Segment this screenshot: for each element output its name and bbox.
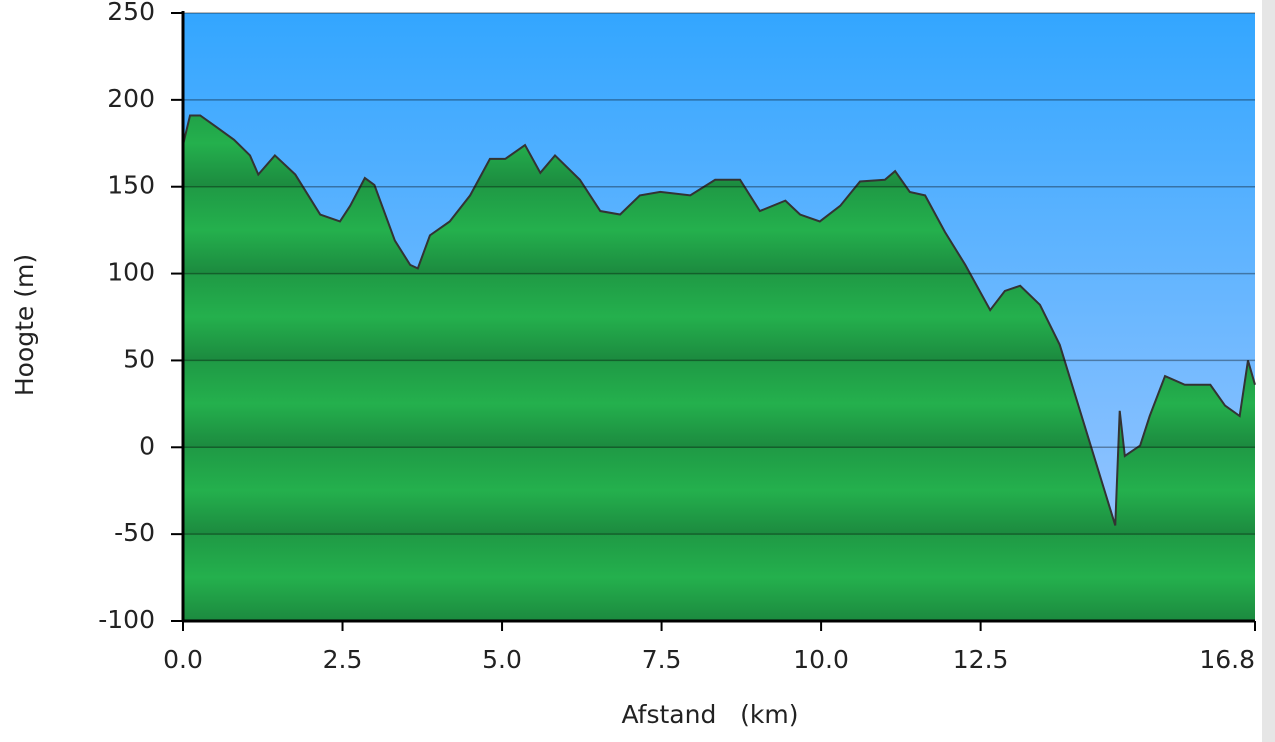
x-tick-label: 7.5 <box>642 645 682 674</box>
elevation-line <box>182 114 1256 526</box>
y-tick-label: 100 <box>107 258 155 287</box>
y-tick-label: 0 <box>139 431 155 460</box>
scrollbar <box>1262 0 1275 742</box>
x-tick-label: 16.8 <box>1199 645 1255 674</box>
y-tick-label: 50 <box>123 344 155 373</box>
y-tick-label: -50 <box>114 518 155 547</box>
x-tick-label: 2.5 <box>323 645 363 674</box>
x-tick-label: 10.0 <box>793 645 849 674</box>
x-tick-label: 0.0 <box>163 645 203 674</box>
x-axis-label: Afstand (km) <box>621 700 798 729</box>
x-tick-label: 5.0 <box>482 645 522 674</box>
y-tick-label: -100 <box>98 605 155 634</box>
y-tick-label: 250 <box>107 0 155 26</box>
y-tick-label: 200 <box>107 84 155 113</box>
elevation-area <box>183 115 1255 622</box>
x-tick-label: 12.5 <box>953 645 1009 674</box>
y-tick-label: 150 <box>107 171 155 200</box>
y-axis-label: Hoogte (m) <box>10 254 39 396</box>
